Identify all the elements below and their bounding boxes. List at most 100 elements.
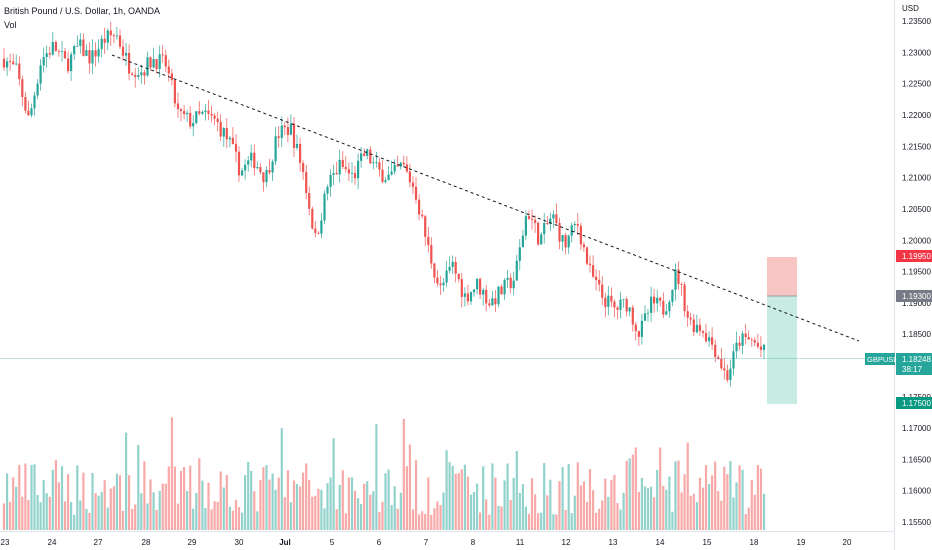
stop-zone[interactable] [767,257,797,296]
volume-bar [265,465,268,530]
candle-body [222,128,225,137]
volume-bar [650,486,653,530]
candle-body [744,333,747,337]
price-tick-label: 1.23500 [902,17,931,26]
volume-bar [561,467,564,530]
candle-body [170,73,173,81]
candle-body [723,368,726,371]
svg-text:1.17500: 1.17500 [902,399,931,408]
volume-bar [167,466,170,530]
candle-body [650,296,653,313]
volume-bar [103,480,106,530]
volume-bar [100,491,103,530]
candle-body [67,58,70,71]
time-tick-label: 27 [94,538,103,547]
volume-bar [149,479,152,530]
candle-body [665,311,668,315]
candle-body [344,166,347,170]
candle-body [436,277,439,284]
volume-bar [564,510,567,530]
volume-bar [268,479,271,530]
candle-body [479,278,482,295]
candle-body [167,66,170,74]
time-axis[interactable]: 23 24 27 28 29 30 Jul 5 6 7 8 11 12 13 14 15 18 19 20 [1,538,852,547]
volume-bar [653,497,656,530]
candle-body [219,122,222,137]
volume-bar [366,481,369,530]
volume-bar [134,504,137,530]
volume-bar [506,463,509,530]
price-axis[interactable]: USD 1.23500 1.23000 1.22500 1.22000 1.21500 1… [902,4,931,527]
candle-body [265,170,268,183]
time-tick-label: 28 [142,538,151,547]
candle-body [601,284,604,298]
volume-bar [195,493,198,530]
candle-body [201,112,204,114]
candle-body [109,30,112,36]
symbol-title[interactable]: British Pound / U.S. Dollar, 1h, OANDA [4,6,161,16]
volume-bar [118,475,122,530]
candle-body [225,128,228,140]
candle-body [518,247,521,261]
volume-bar [665,489,668,530]
volume-bar [94,493,97,530]
volume-bar [152,492,155,530]
volume-bar [39,502,42,530]
volume-bar [723,466,726,530]
volume-bar [671,511,674,530]
candle-body [164,55,167,67]
volume-bar [308,480,311,530]
candle-body [161,54,164,56]
candle-body [552,214,555,219]
candle-body [381,169,384,182]
candle-body [506,277,509,280]
volume-bar [9,501,12,530]
candle-body [378,162,381,170]
volume-bar [317,488,320,530]
volume-bar [463,464,466,530]
volume-bar [744,514,747,530]
volume-bar [698,477,701,530]
volume-bar [616,503,619,530]
candle-body [347,169,350,174]
volume-indicator-label[interactable]: Vol [4,20,17,30]
target-zone[interactable] [767,296,797,404]
target-badge: 1.17500 [896,397,932,409]
volume-bar [595,512,598,530]
candle-body [128,53,131,74]
volume-bar [411,509,415,530]
candle-body [414,186,418,200]
candle-body [137,75,140,77]
time-tick-label: 18 [750,538,759,547]
volume-bar [42,480,45,530]
volume-bar [146,503,149,530]
candle-body [634,324,637,332]
candle-body [598,279,601,285]
candle-body [530,218,534,220]
volume-bar [372,491,375,530]
volume-bar [256,511,259,530]
trendline[interactable] [111,54,860,342]
volume-bar [454,473,457,530]
candle-body [549,218,552,225]
volume-bar [387,469,390,530]
volume-bar [253,491,256,530]
volume-bar [625,460,628,530]
candle-body [21,79,24,97]
candle-body [692,319,695,333]
candle-body [274,136,277,162]
svg-text:GBPUSD: GBPUSD [867,355,899,364]
candle-body [488,303,491,306]
candle-body [54,42,57,51]
candle-body [659,297,662,301]
volume-bar [439,505,442,530]
candle-body [695,324,698,333]
volume-bar [500,506,503,530]
volume-bar [192,508,195,530]
candle-body [173,80,176,104]
candle-body [604,297,607,307]
volume-bar [143,461,146,530]
time-tick-label: 7 [424,538,429,547]
candle-body [27,110,30,116]
